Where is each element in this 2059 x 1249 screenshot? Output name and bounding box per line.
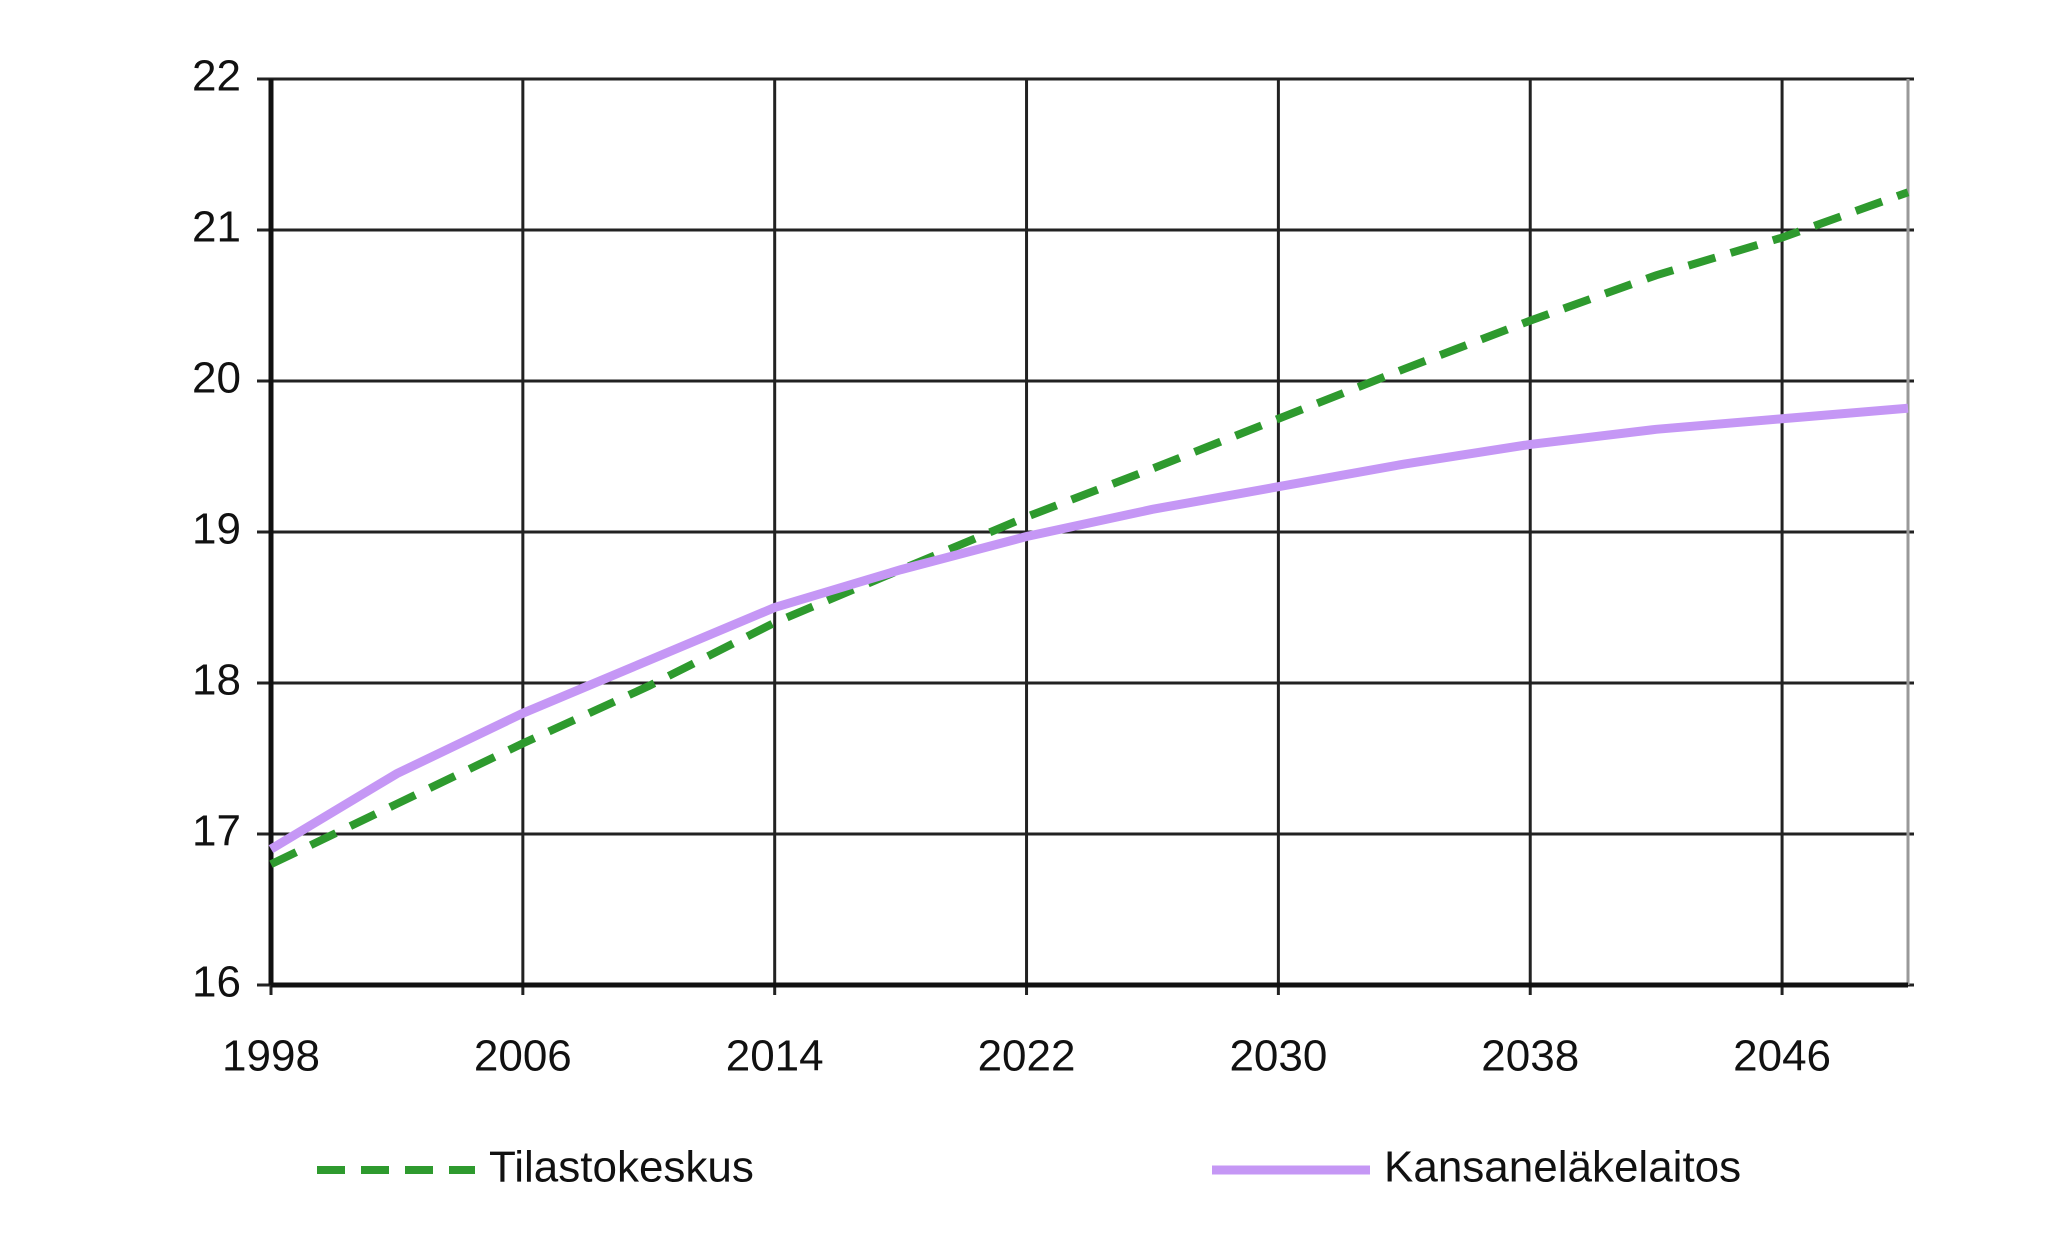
x-tick-label: 2022 xyxy=(978,1032,1076,1081)
x-tick-label: 1998 xyxy=(222,1032,320,1081)
x-tick-label: 2014 xyxy=(726,1032,824,1081)
y-tick-label: 17 xyxy=(192,807,241,856)
series-line xyxy=(268,403,1909,853)
series-line xyxy=(269,188,1910,868)
y-tick-label: 18 xyxy=(192,656,241,705)
x-tick-label: 2006 xyxy=(474,1032,572,1081)
legend-label: Kansaneläkelaitos xyxy=(1384,1143,1741,1192)
y-tick-label: 21 xyxy=(192,203,241,252)
x-tick-label: 2038 xyxy=(1481,1032,1579,1081)
y-tick-label: 22 xyxy=(192,52,241,101)
legend-label: Tilastokeskus xyxy=(489,1143,754,1192)
y-tick-label: 20 xyxy=(192,354,241,403)
x-tick-label: 2030 xyxy=(1229,1032,1327,1081)
x-tick-label: 2046 xyxy=(1733,1032,1831,1081)
y-tick-label: 19 xyxy=(192,505,241,554)
y-tick-label: 16 xyxy=(192,958,241,1007)
